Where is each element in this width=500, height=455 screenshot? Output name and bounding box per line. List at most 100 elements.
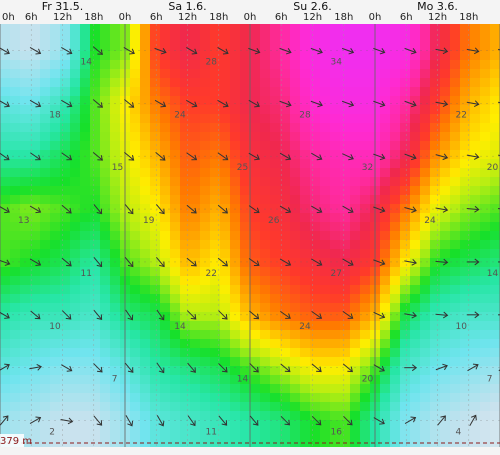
heat-cell	[250, 294, 261, 304]
heat-cell	[420, 393, 431, 403]
heat-cell	[360, 195, 371, 205]
wind-arrow	[155, 151, 166, 161]
heat-cell	[250, 375, 261, 385]
heat-cell	[480, 42, 491, 52]
heat-cell	[220, 348, 231, 358]
heat-cell	[140, 132, 151, 142]
heat-cell	[100, 429, 111, 439]
heat-cell	[90, 375, 101, 385]
heat-cell	[70, 429, 81, 439]
heat-cell	[10, 420, 21, 430]
heat-cell	[390, 159, 401, 169]
heat-cell	[150, 339, 161, 349]
heat-cell	[130, 60, 141, 70]
heat-cell	[10, 195, 21, 205]
heat-cell	[30, 87, 41, 97]
heat-cell	[480, 105, 491, 115]
heat-cell	[170, 69, 181, 79]
heat-cell	[400, 114, 411, 124]
heat-cell	[290, 222, 301, 232]
heat-cell	[490, 195, 500, 205]
heat-cell	[30, 195, 41, 205]
heat-cell	[0, 87, 11, 97]
heat-cell	[360, 258, 371, 268]
wind-arrow	[123, 47, 135, 55]
heat-cell	[390, 249, 401, 259]
heat-cell	[300, 123, 311, 133]
heat-cell	[180, 150, 191, 160]
heat-cell	[480, 222, 491, 232]
heat-cell	[470, 87, 481, 97]
heat-cell	[470, 177, 481, 187]
heat-cell	[390, 267, 401, 277]
heat-cell	[250, 51, 261, 61]
heat-cell	[420, 357, 431, 367]
heat-cell	[0, 141, 11, 151]
heat-cell	[130, 168, 141, 178]
heat-cell	[420, 375, 431, 385]
heat-cell	[490, 429, 500, 439]
heat-cell	[230, 312, 241, 322]
heat-cell	[440, 240, 451, 250]
wind-arrow	[92, 99, 103, 108]
heat-cell	[220, 249, 231, 259]
heat-cell	[430, 384, 441, 394]
heat-cell	[380, 51, 391, 61]
heat-cell	[100, 24, 111, 34]
heat-cell	[190, 303, 201, 313]
heat-cell	[130, 375, 141, 385]
heat-cell	[160, 204, 171, 214]
heat-cell	[400, 393, 411, 403]
heat-cell	[400, 303, 411, 313]
heat-cell	[90, 348, 101, 358]
heat-cell	[140, 348, 151, 358]
heat-cell	[360, 249, 371, 259]
heat-cell	[240, 186, 251, 196]
heat-cell	[360, 420, 371, 430]
heat-cell	[480, 258, 491, 268]
heat-cell	[420, 339, 431, 349]
heat-cell	[70, 393, 81, 403]
heat-cell	[140, 222, 151, 232]
heat-cell	[140, 33, 151, 43]
heat-cell	[170, 24, 181, 34]
heat-cell	[130, 114, 141, 124]
heat-cell	[400, 168, 411, 178]
heat-cell	[170, 114, 181, 124]
heat-cell	[490, 231, 500, 241]
heat-cell	[320, 24, 331, 34]
wind-arrow	[0, 205, 10, 214]
wind-arrow	[93, 309, 103, 321]
heat-cell	[180, 330, 191, 340]
heat-cell	[440, 429, 451, 439]
heat-cell	[230, 384, 241, 394]
heat-cell	[210, 285, 221, 295]
heat-cell	[20, 402, 31, 412]
heat-cell	[260, 321, 271, 331]
heat-cell	[340, 60, 351, 70]
heat-cell	[280, 429, 291, 439]
heat-cell	[490, 33, 500, 43]
heat-cell	[410, 420, 421, 430]
heat-cell	[320, 267, 331, 277]
heat-cell	[70, 348, 81, 358]
heat-cell	[110, 312, 121, 322]
wind-arrow	[466, 100, 480, 108]
heat-cell	[380, 240, 391, 250]
heat-cell	[480, 366, 491, 376]
heat-cell	[80, 420, 91, 430]
heat-cell	[20, 438, 31, 448]
heat-cell	[420, 438, 431, 448]
wind-arrow	[124, 151, 135, 161]
heat-cell	[350, 204, 361, 214]
heat-cell	[20, 60, 31, 70]
heat-cell	[50, 177, 61, 187]
heat-cell	[50, 402, 61, 412]
heat-cell	[230, 87, 241, 97]
day-label: Mo 3.6.	[417, 0, 458, 13]
heat-cell	[130, 339, 141, 349]
heat-cell	[200, 303, 211, 313]
heat-cell	[260, 132, 271, 142]
heat-cell	[40, 402, 51, 412]
heat-cell	[160, 285, 171, 295]
